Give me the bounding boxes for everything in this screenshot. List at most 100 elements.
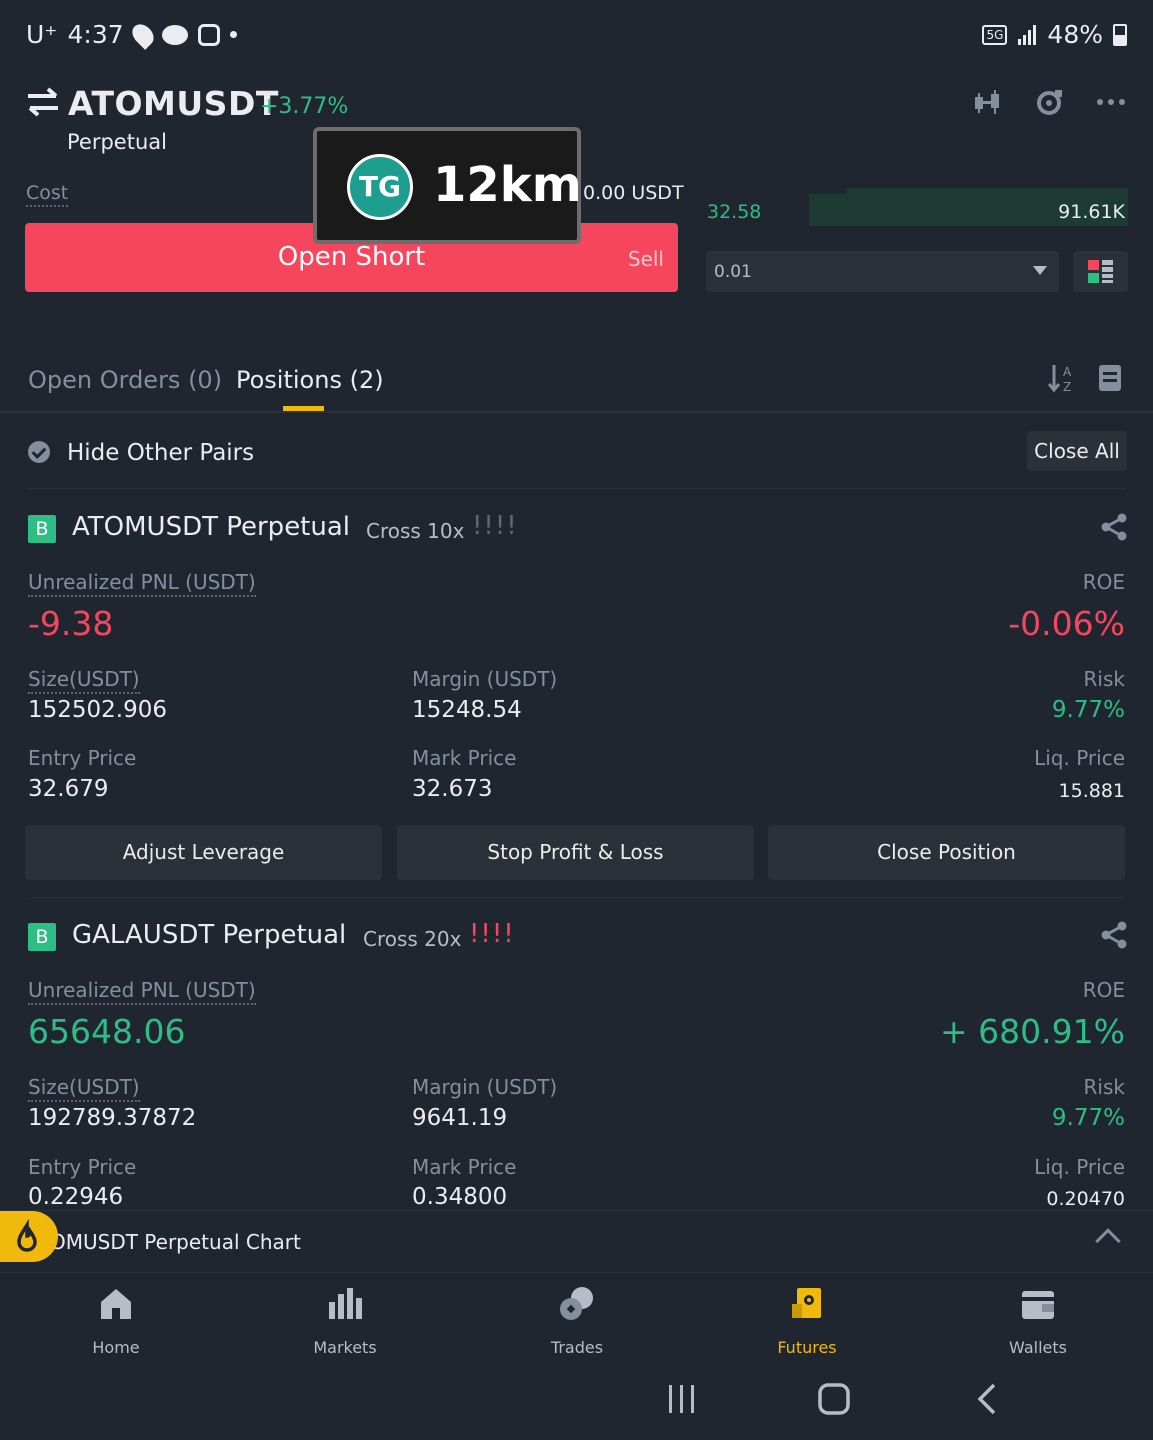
tab-open-orders[interactable]: Open Orders (0) xyxy=(28,366,223,394)
battery-icon xyxy=(1113,23,1127,46)
talk-icon xyxy=(161,24,188,45)
distance-overlay: TG 12km xyxy=(313,127,582,244)
tab-active-indicator xyxy=(283,406,324,411)
share-icon[interactable] xyxy=(1100,921,1128,949)
distance-value: 12km xyxy=(433,157,582,213)
svg-text:A: A xyxy=(1063,365,1072,379)
chevron-down-icon xyxy=(1033,266,1047,275)
swap-icon[interactable] xyxy=(26,86,60,118)
nav-wallets-label: Wallets xyxy=(1009,1338,1067,1357)
liq-price-value: 0.20470 xyxy=(1046,1188,1125,1210)
status-bar: U⁺ 4:37 5G 48% xyxy=(0,0,1153,68)
tg-badge: TG xyxy=(347,154,413,220)
hide-pairs-label[interactable]: Hide Other Pairs xyxy=(67,440,255,466)
roe-label: ROE xyxy=(1082,978,1125,1002)
chart-drawer-label[interactable]: OMUSDT Perpetual Chart xyxy=(50,1230,301,1254)
liq-price-value: 15.881 xyxy=(1058,780,1125,802)
margin-value: 9641.19 xyxy=(412,1105,508,1131)
home-button-icon[interactable] xyxy=(817,1382,851,1416)
svg-text:Z: Z xyxy=(1063,380,1071,393)
risk-indicator: !!!! xyxy=(469,919,515,949)
pnl-value: 65648.06 xyxy=(28,1012,186,1051)
margin-value: 15248.54 xyxy=(412,697,522,723)
tab-positions[interactable]: Positions (2) xyxy=(236,366,384,394)
close-all-button[interactable]: Close All xyxy=(1027,431,1127,471)
position-title[interactable]: GALAUSDT Perpetual xyxy=(72,920,347,950)
margin-mode[interactable]: Cross 10x xyxy=(366,519,465,543)
depth-select[interactable]: 0.01 xyxy=(706,251,1059,292)
more-icon[interactable] xyxy=(1096,88,1126,116)
orderbook-layout-icon xyxy=(1088,260,1113,283)
open-short-label: Open Short xyxy=(277,242,426,272)
close-position-button[interactable]: Close Position xyxy=(768,825,1125,880)
chart-drawer[interactable] xyxy=(0,1210,1153,1273)
cost-label: Cost xyxy=(26,182,69,207)
wallet-icon xyxy=(1022,1291,1054,1319)
orderbook-price[interactable]: 32.58 xyxy=(707,201,762,223)
notification-dot-icon xyxy=(229,31,237,38)
hide-pairs-checkbox[interactable] xyxy=(28,441,50,463)
back-icon[interactable] xyxy=(975,1382,999,1416)
clock: 4:37 xyxy=(67,20,124,49)
orderbook-depth-notch xyxy=(809,188,847,194)
hot-button[interactable] xyxy=(0,1211,58,1262)
orderbook-depth-bar xyxy=(809,188,1128,226)
sort-icon[interactable]: A Z xyxy=(1048,363,1076,393)
mark-price-label: Mark Price xyxy=(412,1155,517,1179)
tabs-divider xyxy=(0,411,1153,413)
sell-label: Sell xyxy=(627,247,664,271)
risk-label: Risk xyxy=(1083,1075,1125,1099)
candlestick-icon[interactable] xyxy=(973,88,1003,116)
pnl-label: Unrealized PNL (USDT) xyxy=(28,570,256,597)
nav-home-label: Home xyxy=(92,1338,140,1357)
calculator-icon[interactable] xyxy=(1035,88,1065,116)
liq-price-label: Liq. Price xyxy=(1034,746,1125,770)
margin-mode[interactable]: Cross 20x xyxy=(363,927,462,951)
risk-indicator: !!!! xyxy=(472,511,518,541)
margin-label: Margin (USDT) xyxy=(412,1075,558,1099)
nav-futures[interactable]: Futures xyxy=(747,1286,867,1357)
nav-trades-label: Trades xyxy=(550,1338,604,1357)
contract-type: Perpetual xyxy=(67,130,167,154)
recent-apps-icon[interactable] xyxy=(666,1382,698,1416)
size-value: 192789.37872 xyxy=(28,1105,197,1131)
orderbook-layout-button[interactable] xyxy=(1073,251,1128,292)
liq-price-label: Liq. Price xyxy=(1034,1155,1125,1179)
signal-icon xyxy=(1018,24,1037,45)
nav-markets[interactable]: Markets xyxy=(285,1286,405,1357)
nav-trades[interactable]: Trades xyxy=(517,1286,637,1357)
pair-title[interactable]: ATOMUSDT xyxy=(68,84,279,123)
futures-icon xyxy=(792,1288,821,1318)
cost-value: 0.00 USDT xyxy=(583,182,684,204)
buy-badge: B xyxy=(28,515,56,543)
mark-price-value: 0.34800 xyxy=(412,1184,508,1210)
history-icon[interactable] xyxy=(1098,364,1122,392)
nav-wallets[interactable]: Wallets xyxy=(978,1286,1098,1357)
risk-value: 9.77% xyxy=(1051,1105,1125,1131)
flame-icon xyxy=(17,1218,37,1252)
roe-value: + 680.91% xyxy=(940,1012,1125,1051)
trades-icon xyxy=(560,1287,593,1320)
position-title[interactable]: ATOMUSDT Perpetual xyxy=(72,512,351,542)
entry-price-label: Entry Price xyxy=(28,1155,137,1179)
mark-price-value: 32.673 xyxy=(412,776,493,802)
risk-label: Risk xyxy=(1083,667,1125,691)
size-label: Size(USDT) xyxy=(28,1075,140,1102)
stop-profit-loss-button[interactable]: Stop Profit & Loss xyxy=(397,825,754,880)
entry-price-value: 0.22946 xyxy=(28,1184,124,1210)
orderbook-quantity: 91.61K xyxy=(1058,201,1125,223)
roe-value: -0.06% xyxy=(1008,604,1125,643)
mark-price-label: Mark Price xyxy=(412,746,517,770)
adjust-leverage-button[interactable]: Adjust Leverage xyxy=(25,825,382,880)
roe-label: ROE xyxy=(1082,570,1125,594)
share-icon[interactable] xyxy=(1100,513,1128,541)
nav-markets-label: Markets xyxy=(313,1338,377,1357)
pnl-label: Unrealized PNL (USDT) xyxy=(28,978,256,1005)
buy-badge: B xyxy=(28,923,56,951)
5g-icon: 5G xyxy=(982,24,1008,45)
risk-value: 9.77% xyxy=(1051,697,1125,723)
carrier-label: U⁺ xyxy=(26,20,58,49)
home-icon xyxy=(101,1289,131,1319)
size-label: Size(USDT) xyxy=(28,667,140,694)
nav-home[interactable]: Home xyxy=(56,1286,176,1357)
